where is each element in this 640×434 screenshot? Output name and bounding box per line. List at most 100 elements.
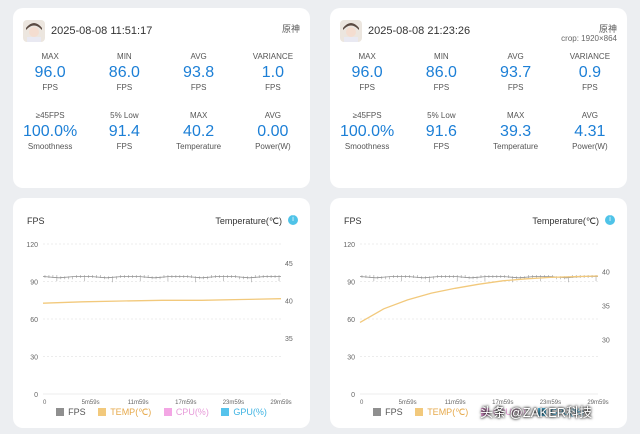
stat-smoothness: ≥45FPS 100.0% Smoothness xyxy=(13,111,87,152)
stat-label: ≥45FPS xyxy=(352,111,382,120)
stats-card-1: 2025-08-08 11:51:17 原神 MAX 96.0 FPS MIN 86.… xyxy=(13,8,310,188)
stat-label: MAX xyxy=(41,52,59,61)
stat-unit: Temperature xyxy=(176,142,222,151)
y2-tick-label: 35 xyxy=(285,336,293,343)
stat-label: MAX xyxy=(189,111,208,120)
series-line-temp xyxy=(42,298,282,304)
chart-right-title: Temperature(℃) xyxy=(532,216,599,226)
stat-unit: Smoothness xyxy=(27,142,73,151)
legend-cpu[interactable]: CPU(%) xyxy=(480,407,526,417)
legend-label: CPU(%) xyxy=(492,407,526,417)
chart-right-title: Temperature(℃) xyxy=(215,216,282,226)
x-tick-label: 17m59s xyxy=(175,400,196,406)
stat-unit: FPS xyxy=(582,83,598,92)
stat-avg-power: AVG 4.31 Power(W) xyxy=(553,111,627,152)
legend-temp[interactable]: TEMP(℃) xyxy=(415,407,468,418)
y-tick-label: 90 xyxy=(347,280,355,287)
stat-value: 86.0 xyxy=(425,64,457,81)
legend-label: GPU(%) xyxy=(550,407,584,417)
stat-avg-fps: AVG 93.7 FPS xyxy=(479,52,553,93)
stat-label: ≥45FPS xyxy=(35,111,65,120)
x-tick-label: 23m59s xyxy=(223,400,244,406)
stat-label: AVG xyxy=(581,111,599,120)
stat-label: MAX xyxy=(358,52,376,61)
y-tick-label: 30 xyxy=(347,355,355,362)
legend-swatch xyxy=(373,408,382,416)
y2-tick-label: 45 xyxy=(285,261,293,268)
y-tick-label: 0 xyxy=(34,392,38,399)
legend-temp[interactable]: TEMP(℃) xyxy=(98,407,151,418)
stat-max-fps: MAX 96.0 FPS xyxy=(13,52,87,93)
y2-tick-label: 35 xyxy=(602,303,610,310)
stat-unit: FPS xyxy=(265,83,281,92)
legend-fps[interactable]: FPS xyxy=(373,407,403,417)
legend-fps[interactable]: FPS xyxy=(56,407,86,417)
y2-tick-label: 40 xyxy=(602,269,610,276)
game-avatar-icon xyxy=(23,20,45,42)
stat-unit: FPS xyxy=(433,142,450,151)
game-name: 原神 xyxy=(598,24,617,34)
x-tick-label: 17m59s xyxy=(492,400,513,406)
x-tick-label: 0 xyxy=(360,400,364,406)
game-avatar-icon xyxy=(340,20,362,42)
stat-value: 40.2 xyxy=(183,123,215,140)
x-tick-label: 5m59s xyxy=(82,400,100,406)
stat-min-fps: MIN 86.0 FPS xyxy=(404,52,478,93)
chart-title: FPS xyxy=(344,216,362,226)
legend-gpu[interactable]: GPU(%) xyxy=(221,407,267,417)
info-icon[interactable]: i xyxy=(605,215,615,225)
y2-tick-label: 40 xyxy=(285,298,293,305)
stats-header: 2025-08-08 21:23:26 原神 crop: 1920×864 xyxy=(340,20,617,44)
chart-legend: FPS TEMP(℃) CPU(%) GPU(%) xyxy=(13,407,310,418)
stat-value: 93.7 xyxy=(500,64,532,81)
stat-value: 4.31 xyxy=(574,123,606,140)
stat-variance: VARIANCE 0.9 FPS xyxy=(553,52,627,93)
x-tick-label: 0 xyxy=(43,400,47,406)
legend-swatch xyxy=(56,408,65,416)
legend-cpu[interactable]: CPU(%) xyxy=(163,407,209,417)
fps-temp-chart: 120 90 60 30 0 45 40 35 0 5m59s 11m59s 17m59s 23m59s… xyxy=(26,242,293,406)
chart-card-1: FPS Temperature(℃) i 120 90 60 30 0 45 40 35 0 5m… xyxy=(13,198,310,428)
x-tick-label: 29m59s xyxy=(587,400,608,406)
stats-header: 2025-08-08 11:51:17 原神 xyxy=(23,20,300,44)
stat-unit: Temperature xyxy=(493,142,539,151)
legend-swatch xyxy=(415,408,424,416)
legend-swatch xyxy=(98,408,107,416)
stat-max-temp: MAX 39.3 Temperature xyxy=(479,111,553,152)
session-timestamp: 2025-08-08 11:51:17 xyxy=(51,25,153,37)
session-timestamp: 2025-08-08 21:23:26 xyxy=(368,25,471,37)
stat-label: AVG xyxy=(264,111,282,120)
fps-temp-chart: 120 90 60 30 0 40 35 30 0 5m59s 11m59s 17m59s 23m59s… xyxy=(343,242,610,406)
stat-max-temp: MAX 40.2 Temperature xyxy=(162,111,236,152)
stat-value: 91.4 xyxy=(108,123,140,140)
y-tick-label: 120 xyxy=(343,242,355,249)
legend-gpu[interactable]: GPU(%) xyxy=(538,407,584,417)
stat-label: AVG xyxy=(507,52,524,61)
stat-unit: FPS xyxy=(42,83,58,92)
game-name: 原神 xyxy=(281,24,300,34)
stat-label: 5% Low xyxy=(110,111,139,120)
stat-unit: FPS xyxy=(116,83,133,92)
stat-max-fps: MAX 96.0 FPS xyxy=(330,52,404,93)
legend-label: FPS xyxy=(385,407,403,417)
legend-swatch xyxy=(480,408,489,416)
legend-label: GPU(%) xyxy=(233,407,267,417)
stats-card-2: 2025-08-08 21:23:26 原神 crop: 1920×864 MA… xyxy=(330,8,627,188)
legend-label: FPS xyxy=(68,407,86,417)
series-line-temp xyxy=(359,275,599,323)
stats-grid: MAX 96.0 FPS MIN 86.0 FPS AVG 93.7 FPS VARIANC… xyxy=(330,52,627,152)
stat-avg-fps: AVG 93.8 FPS xyxy=(162,52,236,93)
stat-value: 0.9 xyxy=(578,64,601,81)
y-tick-label: 0 xyxy=(351,392,355,399)
stat-value: 0.00 xyxy=(257,123,289,140)
y-tick-label: 60 xyxy=(347,317,355,324)
info-icon[interactable]: i xyxy=(288,215,298,225)
stat-unit: Smoothness xyxy=(344,142,390,151)
stat-unit: FPS xyxy=(190,83,207,92)
stat-value: 91.6 xyxy=(425,123,457,140)
y-tick-label: 90 xyxy=(30,280,38,287)
stat-unit: FPS xyxy=(116,142,133,151)
stat-value: 93.8 xyxy=(183,64,215,81)
stat-value: 100.0% xyxy=(22,123,78,140)
stat-label: MIN xyxy=(117,52,132,61)
